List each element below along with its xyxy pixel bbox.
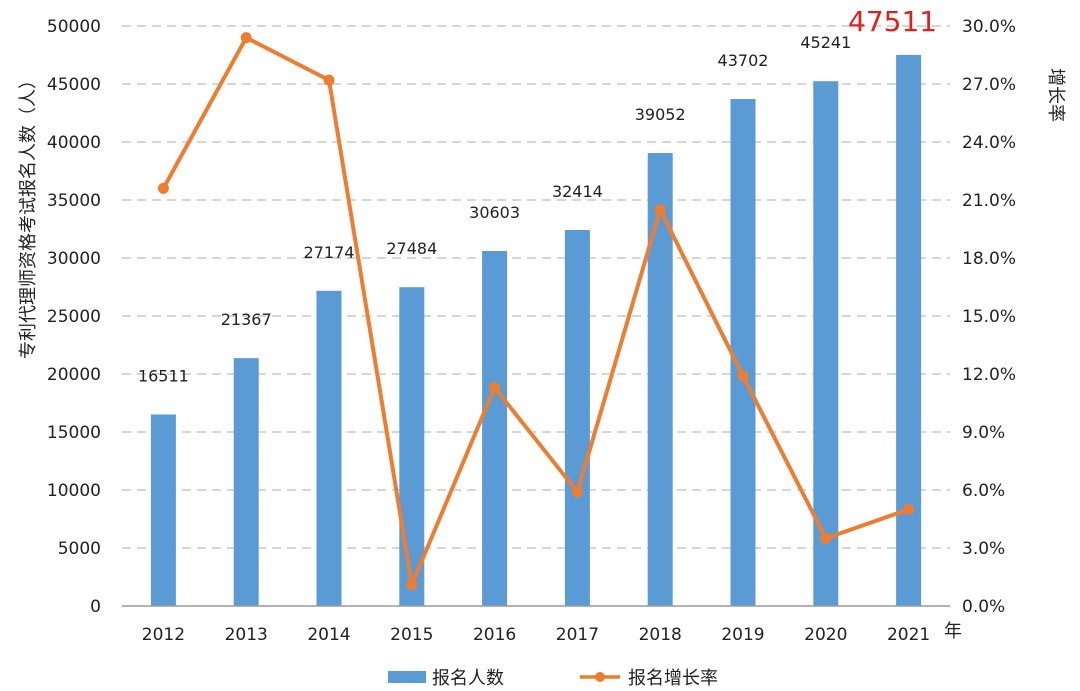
y-tick-label: 50000 [47, 17, 101, 37]
legend-line-marker [595, 672, 605, 682]
bar [233, 358, 259, 606]
y-tick-label: 45000 [47, 75, 101, 95]
bar [564, 229, 590, 606]
growth-point [820, 532, 832, 544]
bar-data-label: 39052 [635, 105, 686, 124]
growth-point [654, 204, 666, 216]
bar [482, 251, 508, 607]
x-tick-label: 2021 [887, 625, 930, 645]
axes: 0 0.0% 5000 3.0% 10000 6.0% 15000 9.0% 20000 12.0… [47, 17, 1016, 645]
x-tick-label: 2017 [556, 625, 599, 645]
bar-data-label: 27484 [386, 239, 437, 258]
bar-series [150, 54, 922, 607]
x-axis-title: 年 [944, 621, 962, 642]
x-tick-label: 2013 [225, 625, 268, 645]
y2-tick-label: 3.0% [962, 539, 1005, 559]
y-tick-label: 15000 [47, 423, 101, 443]
legend-bar-swatch [388, 671, 426, 683]
legend: 报名人数 报名增长率 [388, 668, 718, 689]
growth-point [157, 182, 169, 194]
x-tick-label: 2019 [721, 625, 764, 645]
bar-data-label: 27174 [304, 243, 355, 262]
bar [730, 99, 756, 607]
growth-point [571, 486, 583, 498]
y-tick-label: 40000 [47, 133, 101, 153]
x-tick-label: 2018 [639, 625, 682, 645]
growth-point [240, 32, 252, 44]
y-axis-title: 专利代理师资格考试报名人数（人） [18, 71, 39, 359]
bar [647, 152, 673, 606]
bar-data-label: 43702 [718, 51, 769, 70]
y2-axis-title: 增长率 [1045, 68, 1066, 122]
growth-point [406, 579, 418, 591]
growth-point [489, 382, 501, 394]
x-tick-label: 2020 [804, 625, 847, 645]
y-tick-label: 35000 [47, 191, 101, 211]
bar [896, 54, 922, 607]
bar [399, 287, 425, 606]
x-tick-label: 2016 [473, 625, 516, 645]
bar [150, 414, 176, 606]
y2-tick-label: 30.0% [962, 17, 1016, 37]
y2-tick-label: 12.0% [962, 365, 1016, 385]
growth-point [737, 370, 749, 382]
y2-tick-label: 0.0% [962, 597, 1005, 617]
gridlines [122, 25, 950, 549]
bar-data-label: 16511 [138, 366, 189, 385]
bar-data-label: 45241 [800, 33, 851, 52]
y2-tick-label: 9.0% [962, 423, 1005, 443]
growth-point [323, 74, 335, 86]
x-tick-label: 2012 [142, 625, 185, 645]
y2-tick-label: 18.0% [962, 249, 1016, 269]
y-tick-label: 25000 [47, 307, 101, 327]
y2-tick-label: 21.0% [962, 191, 1016, 211]
bar-data-label: 47511 [848, 5, 937, 38]
bar-data-label: 30603 [469, 203, 520, 222]
legend-line-label: 报名增长率 [628, 668, 718, 689]
growth-point [903, 503, 915, 515]
y2-tick-label: 15.0% [962, 307, 1016, 327]
x-tick-label: 2014 [307, 625, 350, 645]
bar-labels: 16511 21367 27174 27484 30603 32414 39052 43702… [138, 5, 937, 386]
y-tick-label: 30000 [47, 249, 101, 269]
y-tick-label: 10000 [47, 481, 101, 501]
x-tick-label: 2015 [390, 625, 433, 645]
y2-tick-label: 24.0% [962, 133, 1016, 153]
bar [813, 81, 839, 606]
y2-tick-label: 27.0% [962, 75, 1016, 95]
y-tick-label: 0 [90, 597, 101, 617]
bar-data-label: 32414 [552, 182, 603, 201]
bar-data-label: 21367 [221, 310, 272, 329]
legend-bar-label: 报名人数 [432, 668, 504, 689]
bar [316, 290, 342, 606]
line-series [157, 32, 915, 591]
y-tick-label: 5000 [58, 539, 101, 559]
growth-line [161, 35, 910, 587]
y-tick-label: 20000 [47, 365, 101, 385]
y2-tick-label: 6.0% [962, 481, 1005, 501]
